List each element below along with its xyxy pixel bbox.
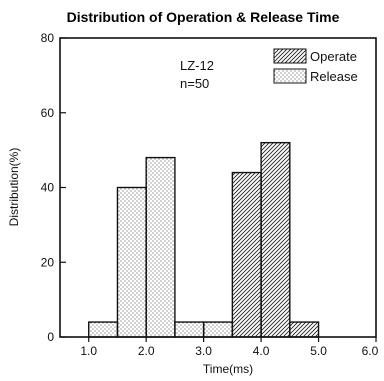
bar-operate-2 <box>289 321 320 338</box>
bar-operate-0 <box>231 171 262 338</box>
x-tick-label: 4.0 <box>253 344 270 358</box>
legend-label-operate: Operate <box>310 49 357 64</box>
bar-release-2 <box>145 156 176 338</box>
bars-layer <box>88 141 320 338</box>
x-tick-label: 3.0 <box>195 344 212 358</box>
legend-swatch-operate <box>273 48 307 64</box>
x-tick-label: 2.0 <box>138 344 155 358</box>
chart-title: Distribution of Operation & Release Time <box>67 9 340 25</box>
bar-operate-1 <box>260 141 291 338</box>
y-tick-label: 0 <box>47 330 54 344</box>
model-label: LZ-12 <box>180 58 214 73</box>
legend: Operate Release <box>273 48 358 84</box>
sample-size-label: n=50 <box>180 76 209 91</box>
x-axis: 1.0 2.0 3.0 4.0 5.0 6.0 <box>80 337 379 358</box>
bar-release-3 <box>174 321 205 338</box>
y-axis: 0 20 40 60 80 <box>41 31 66 344</box>
bar-release-4 <box>202 321 234 338</box>
bar-release-1 <box>116 186 147 338</box>
x-axis-label: Time(ms) <box>203 362 253 376</box>
x-tick-label: 1.0 <box>80 344 97 358</box>
x-tick-label: 6.0 <box>362 344 379 358</box>
y-tick-label: 60 <box>41 106 55 120</box>
y-axis-label: Distribution(%) <box>7 148 21 227</box>
x-tick-label: 5.0 <box>310 344 327 358</box>
legend-label-release: Release <box>310 69 358 84</box>
bar-release-0 <box>88 321 119 338</box>
y-tick-label: 80 <box>41 31 55 45</box>
y-tick-label: 40 <box>41 181 55 195</box>
y-tick-label: 20 <box>41 255 55 269</box>
legend-swatch-release <box>273 68 307 84</box>
